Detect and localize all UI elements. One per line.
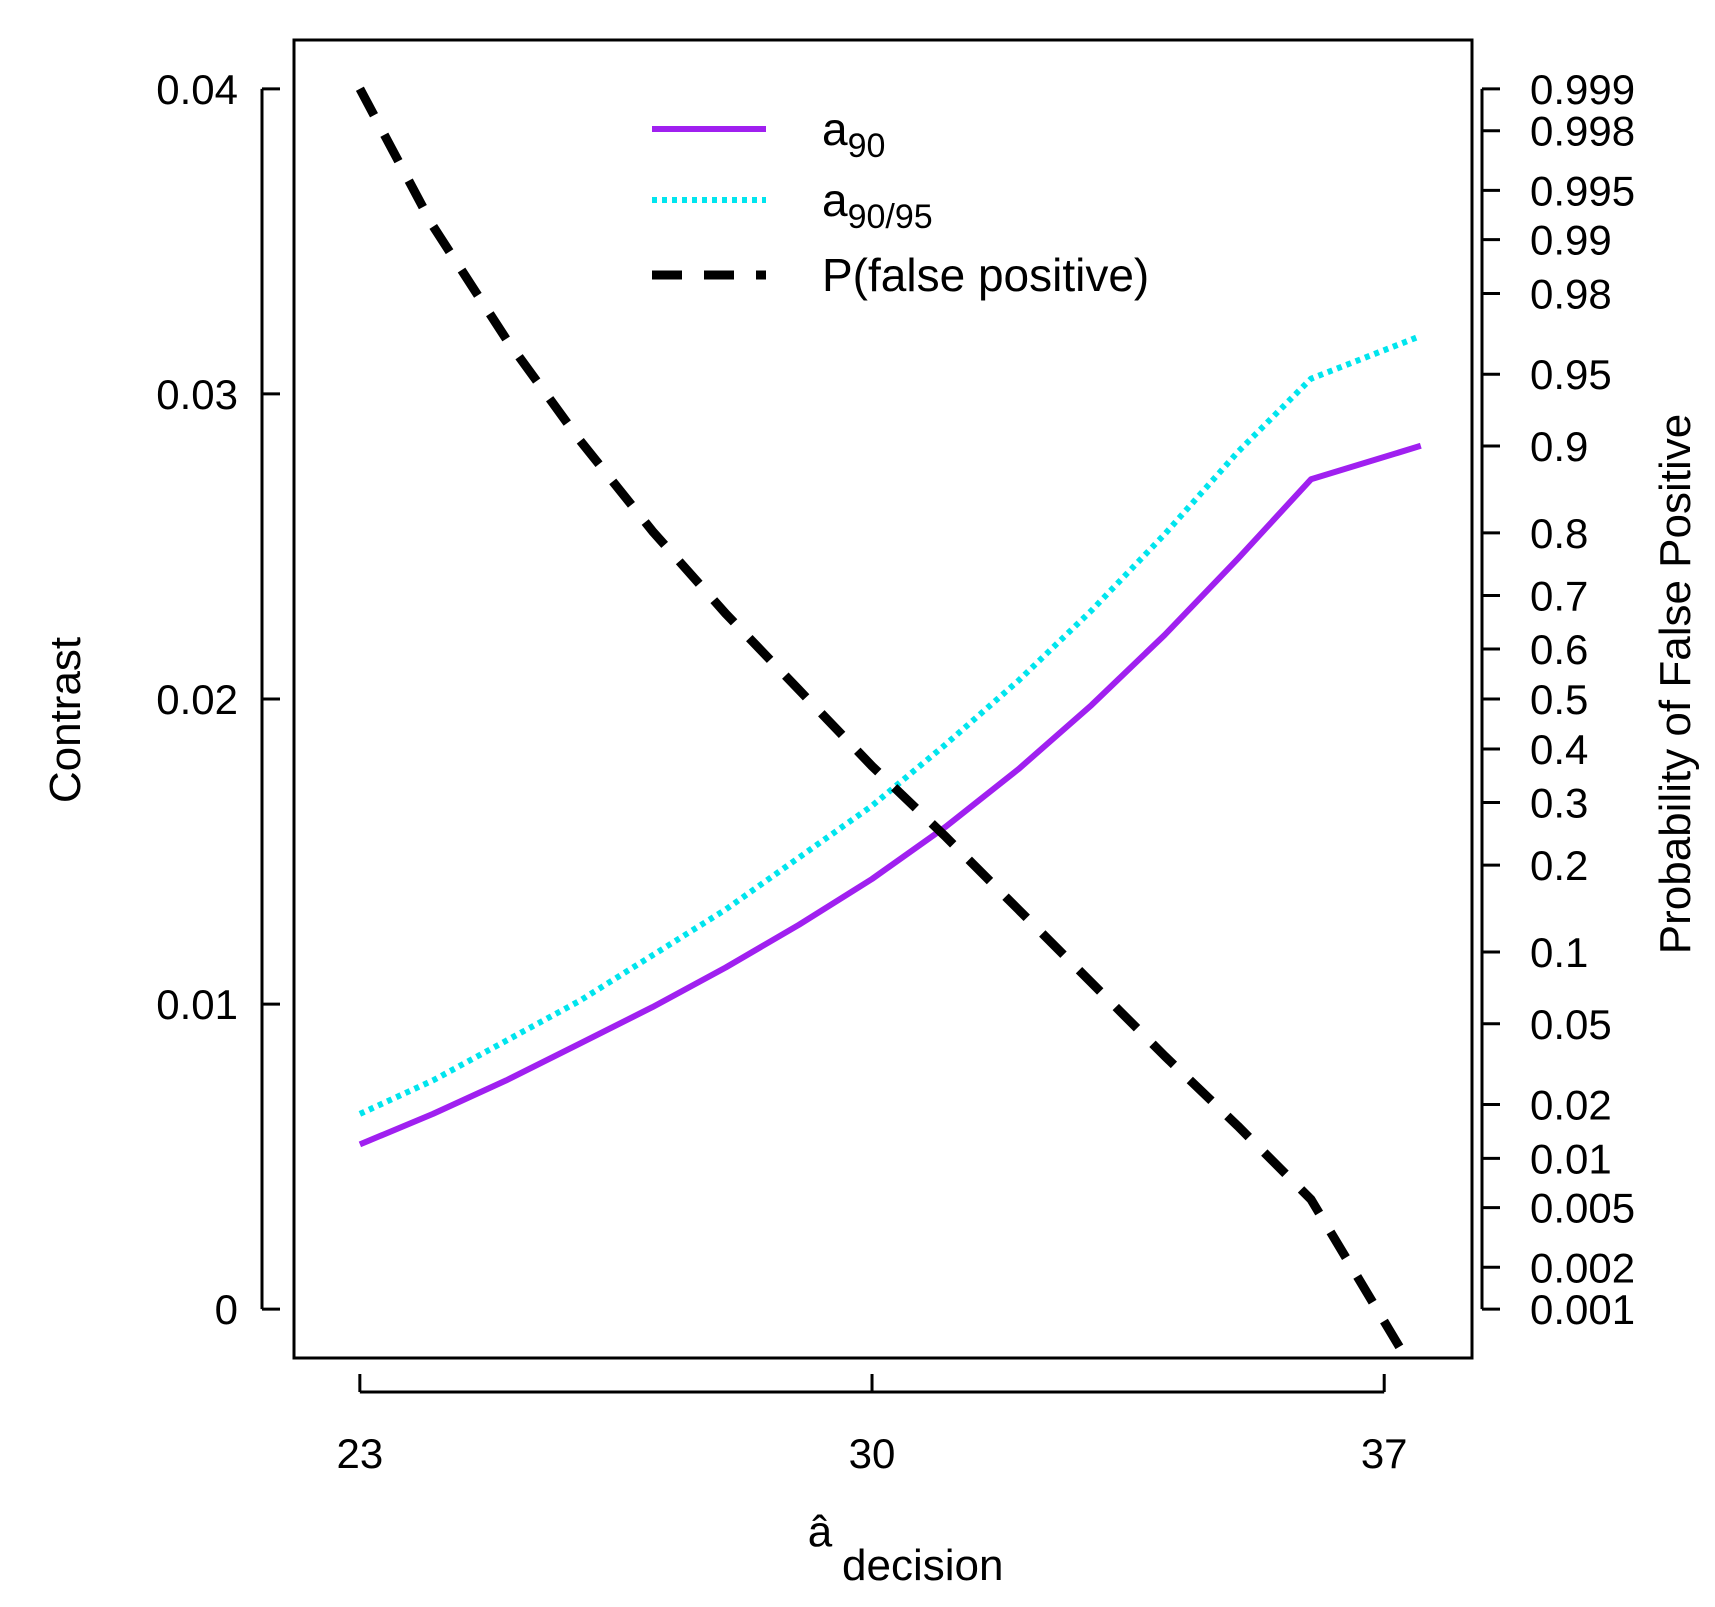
y2-tick-label: 0.99 <box>1530 217 1612 264</box>
y2-tick-label: 0.01 <box>1530 1135 1612 1182</box>
legend-label: a90/95 <box>822 174 933 236</box>
y2-tick-label: 0.1 <box>1530 929 1588 976</box>
y2-tick-label: 0.95 <box>1530 351 1612 398</box>
x-tick-label: 23 <box>336 1430 383 1477</box>
y2-tick-label: 0.02 <box>1530 1082 1612 1129</box>
y-tick-label: 0 <box>215 1286 238 1333</box>
y2-tick-label: 0.005 <box>1530 1185 1635 1232</box>
y2-tick-label: 0.999 <box>1530 66 1635 113</box>
series-line-p-false-positive <box>355 86 1410 1361</box>
y2-tick-label: 0.2 <box>1530 842 1588 889</box>
y-axis-title: Contrast <box>41 637 90 803</box>
y2-axis-title: Probability of False Positive <box>1651 414 1700 954</box>
plot-frame <box>292 38 1474 1360</box>
y-axis: 0 0.01 0.02 0.03 0.04 <box>156 66 280 1333</box>
y2-tick-label: 0.7 <box>1530 572 1588 619</box>
y2-tick-label: 0.998 <box>1530 108 1635 155</box>
x-tick-label: 30 <box>849 1430 896 1477</box>
y-tick-label: 0.01 <box>156 981 238 1028</box>
x-tick-label: 37 <box>1361 1430 1408 1477</box>
y-tick-label: 0.03 <box>156 371 238 418</box>
y2-axis: 0.9990.9980.9950.990.980.950.90.80.70.60… <box>1480 66 1635 1333</box>
y2-tick-label: 0.05 <box>1530 1001 1612 1048</box>
series-line-a90-95 <box>358 333 1422 1117</box>
y2-tick-label: 0.4 <box>1530 726 1588 773</box>
y2-tick-label: 0.9 <box>1530 423 1588 470</box>
y2-tick-label: 0.995 <box>1530 167 1635 214</box>
legend-label: a90 <box>822 103 885 165</box>
x-axis-title-sub: decision <box>842 1541 1003 1590</box>
y2-tick-label: 0.002 <box>1530 1244 1635 1291</box>
legend-label: P(false positive) <box>822 249 1149 301</box>
legend: a90 a90/95 P(false positive) <box>652 103 1149 301</box>
y-tick-label: 0.02 <box>156 676 238 723</box>
x-axis: 23 30 37 <box>336 1374 1408 1477</box>
y2-tick-label: 0.3 <box>1530 780 1588 827</box>
y-tick-label: 0.04 <box>156 66 238 113</box>
y2-tick-label: 0.5 <box>1530 676 1588 723</box>
y2-tick-label: 0.98 <box>1530 270 1612 317</box>
series-layer <box>355 86 1422 1361</box>
x-axis-title-main: â <box>808 1507 833 1556</box>
series-line-a90 <box>358 442 1422 1148</box>
y2-tick-label: 0.8 <box>1530 510 1588 557</box>
y2-tick-label: 0.6 <box>1530 626 1588 673</box>
y2-tick-label: 0.001 <box>1530 1286 1635 1333</box>
